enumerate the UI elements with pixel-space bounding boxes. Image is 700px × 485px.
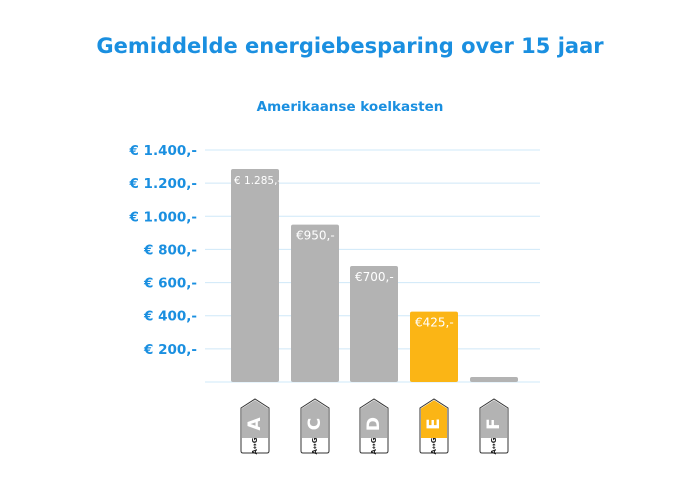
scale-label: A↔G (370, 437, 378, 454)
y-tick-label: € 200,- (143, 342, 197, 358)
energy-label-D-icon: D A↔G (359, 398, 389, 455)
tag-fill (421, 400, 447, 438)
y-tick-label: € 1.200,- (128, 176, 197, 192)
y-tick-label: € 1.400,- (128, 143, 197, 159)
tag-fill (361, 400, 387, 438)
y-tick-label: € 1.000,- (128, 209, 197, 225)
category-label: F (484, 418, 504, 430)
data-label: €950,- (296, 229, 335, 243)
scale-label: A↔G (311, 437, 319, 454)
category-label: E (424, 418, 444, 430)
data-label: €700,- (355, 270, 394, 284)
tag-fill (302, 400, 328, 438)
energy-label-A-icon: A A↔G (240, 398, 270, 455)
category-label: C (305, 418, 325, 430)
category-label: A (245, 417, 265, 431)
category-label: D (364, 417, 384, 431)
scale-label: A↔G (251, 437, 259, 454)
y-tick-label: € 400,- (143, 309, 197, 325)
energy-label-F-icon: F A↔G (479, 398, 509, 455)
energy-label-C-icon: C A↔G (300, 398, 330, 455)
tag-fill (481, 400, 507, 438)
tag-fill (242, 400, 268, 438)
chart-title: Gemiddelde energiebesparing over 15 jaar (96, 34, 604, 58)
scale-label: A↔G (490, 437, 498, 454)
data-label: €425,- (415, 316, 454, 330)
bar-D (350, 266, 398, 382)
bar-C (291, 224, 339, 382)
data-label: € 1.285,- (234, 175, 281, 187)
bar-A (231, 169, 279, 382)
y-tick-label: € 800,- (143, 242, 197, 258)
energy-label-E-icon: E A↔G (419, 398, 449, 455)
chart-subtitle: Amerikaanse koelkasten (256, 99, 444, 115)
bar-F (470, 377, 518, 382)
bar-E (410, 311, 458, 382)
y-tick-label: € 600,- (143, 276, 197, 292)
scale-label: A↔G (430, 437, 438, 454)
